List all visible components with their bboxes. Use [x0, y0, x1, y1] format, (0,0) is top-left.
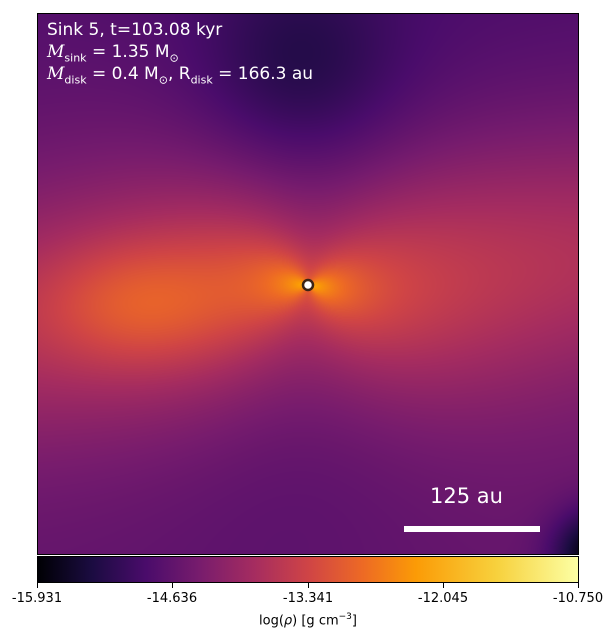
r-disk-value: = 166.3 au: [212, 64, 314, 84]
colorbar-tick-label-3: -12.045: [417, 591, 469, 606]
disk-properties-label: Mdisk = 0.4 M⊙, Rdisk = 166.3 au: [47, 64, 313, 90]
m-disk-solar-symbol: ⊙: [158, 73, 168, 87]
colorbar-tick-label-2: -13.341: [282, 591, 334, 606]
colorbar-tick-2: [308, 583, 309, 588]
colorbar-tick-label-4: -10.750: [552, 591, 604, 606]
colorbar-tick-label-0: -15.931: [11, 591, 63, 606]
sink-time-label: Sink 5, t=103.08 kyr: [47, 20, 222, 41]
colorbar-tick-3: [443, 583, 444, 588]
sink-mass-label: Msink = 1.35 M⊙: [47, 42, 179, 68]
m-disk-value: = 0.4 M: [86, 64, 159, 84]
colorbar-tick-label-1: -14.636: [146, 591, 198, 606]
r-disk-subscript: disk: [190, 73, 213, 87]
m-sink-symbol: M: [47, 42, 65, 62]
sink-time-text: Sink 5, t=103.08 kyr: [47, 20, 223, 40]
m-disk-symbol: M: [47, 64, 65, 84]
m-sink-value: = 1.35 M: [86, 42, 170, 62]
colorbar: [37, 556, 579, 583]
colorbar-tick-4: [578, 583, 579, 588]
m-sink-solar-symbol: ⊙: [169, 51, 179, 65]
cb-label-rho: ρ: [283, 613, 293, 629]
m-sink-subscript: sink: [64, 51, 87, 65]
cb-label-mid: ) [g cm: [292, 613, 339, 629]
r-disk-symbol: , R: [167, 64, 191, 84]
colorbar-tick-0: [37, 583, 38, 588]
colorbar-axis-label: log(ρ) [g cm−3]: [37, 612, 579, 628]
cb-label-suffix: ]: [351, 613, 357, 629]
sink-marker: [301, 278, 315, 292]
sink-overlay: [301, 278, 315, 292]
m-disk-subscript: disk: [64, 73, 87, 87]
scale-bar: [404, 526, 540, 532]
scale-bar-label: 125 au: [430, 484, 503, 508]
density-plot: Sink 5, t=103.08 kyr Msink = 1.35 M⊙ Mdi…: [37, 13, 579, 555]
cb-label-prefix: log(: [259, 613, 284, 629]
colorbar-tick-1: [172, 583, 173, 588]
cb-label-exponent: −3: [338, 612, 352, 622]
